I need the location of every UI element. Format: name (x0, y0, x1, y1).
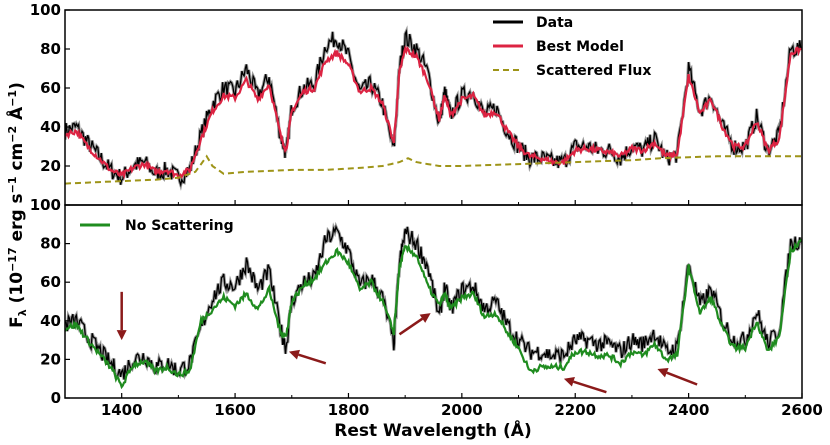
arrow-1950 (398, 313, 431, 336)
y-axis-title-mid3: Å (4, 106, 27, 126)
data-error-band (65, 221, 802, 381)
arrow-1690-head (288, 349, 300, 360)
bottom-y-ticks: 0 20 40 60 80 100 (30, 196, 70, 407)
top-panel: 20 40 60 80 100 Data Best Model Scattered Flux (30, 1, 803, 206)
y-tick-label: 0 (51, 389, 61, 407)
y-axis-title-rest: (10 (7, 272, 27, 310)
x-axis-title: Rest Wavelength (Å) (334, 418, 531, 441)
legend-label: Best Model (536, 39, 624, 55)
series-line-best-model (65, 45, 802, 180)
y-axis-title-mid2: cm (7, 143, 27, 177)
bottom-annotation-arrows (116, 291, 698, 394)
y-axis-title-main: F (7, 316, 27, 328)
legend-label: Scattered Flux (536, 63, 651, 79)
data-error-band (65, 25, 802, 191)
bottom-x-ticks: 1400 1600 1800 2000 2200 2400 2600 (64, 393, 823, 419)
y-tick-label: 100 (30, 1, 61, 19)
x-tick-label: 2400 (668, 401, 710, 419)
bottom-series-group (65, 221, 802, 390)
legend-label: Data (536, 15, 573, 31)
series-line-scattered-flux (65, 154, 802, 185)
series-line-data (65, 224, 802, 380)
y-axis-title-exp3: −2 (6, 126, 19, 143)
arrow-1690-shaft (298, 353, 327, 365)
bottom-legend: No Scattering (80, 218, 234, 234)
y-tick-label: 40 (40, 118, 61, 136)
y-tick-label: 60 (40, 273, 61, 291)
arrow-2180 (563, 376, 607, 394)
y-axis-title-exp2: −1 (6, 176, 19, 193)
y-tick-label: 80 (40, 235, 61, 253)
y-tick-label: 20 (40, 157, 61, 175)
bottom-panel: 0 20 40 60 80 100 1400 1600 1800 2000 2200 2400 260… (30, 196, 823, 419)
y-tick-label: 100 (30, 196, 61, 214)
top-series-group (65, 25, 802, 191)
y-tick-label: 60 (40, 79, 61, 97)
y-tick-label: 80 (40, 40, 61, 58)
arrow-2180-head (563, 376, 575, 387)
y-tick-label: 20 (40, 350, 61, 368)
x-tick-label: 2000 (441, 401, 483, 419)
y-axis-title-exp4: −1 (6, 90, 19, 107)
y-axis-title-mid: erg s (7, 193, 27, 247)
x-tick-label: 1600 (214, 401, 256, 419)
y-axis-title: Fλ (10−17 erg s−1 cm−2 Å−1) (4, 82, 29, 328)
arrow-2350-shaft (666, 371, 698, 386)
arrow-2350-head (657, 368, 669, 378)
arrow-1400-head (116, 330, 127, 341)
arrow-1950-shaft (398, 317, 424, 336)
arrow-1690 (288, 349, 327, 365)
x-tick-label: 2600 (781, 401, 823, 419)
y-axis-title-end: ) (7, 82, 27, 90)
arrow-2350 (657, 368, 698, 386)
top-legend: Data Best Model Scattered Flux (493, 15, 651, 79)
arrow-2180-shaft (573, 380, 607, 394)
x-tick-label: 1800 (328, 401, 370, 419)
x-tick-label: 1400 (101, 401, 143, 419)
series-line-no-scattering (65, 238, 802, 390)
y-axis-title-sub: λ (16, 309, 29, 316)
x-tick-label: 2200 (554, 401, 596, 419)
bottom-axes-frame (64, 204, 803, 399)
top-y-ticks: 20 40 60 80 100 (30, 1, 803, 205)
legend-label: No Scattering (125, 218, 234, 234)
arrow-1400 (116, 291, 127, 341)
y-axis-title-exp1: −17 (6, 247, 19, 272)
y-tick-label: 40 (40, 312, 61, 330)
arrow-1950-head (419, 313, 431, 323)
